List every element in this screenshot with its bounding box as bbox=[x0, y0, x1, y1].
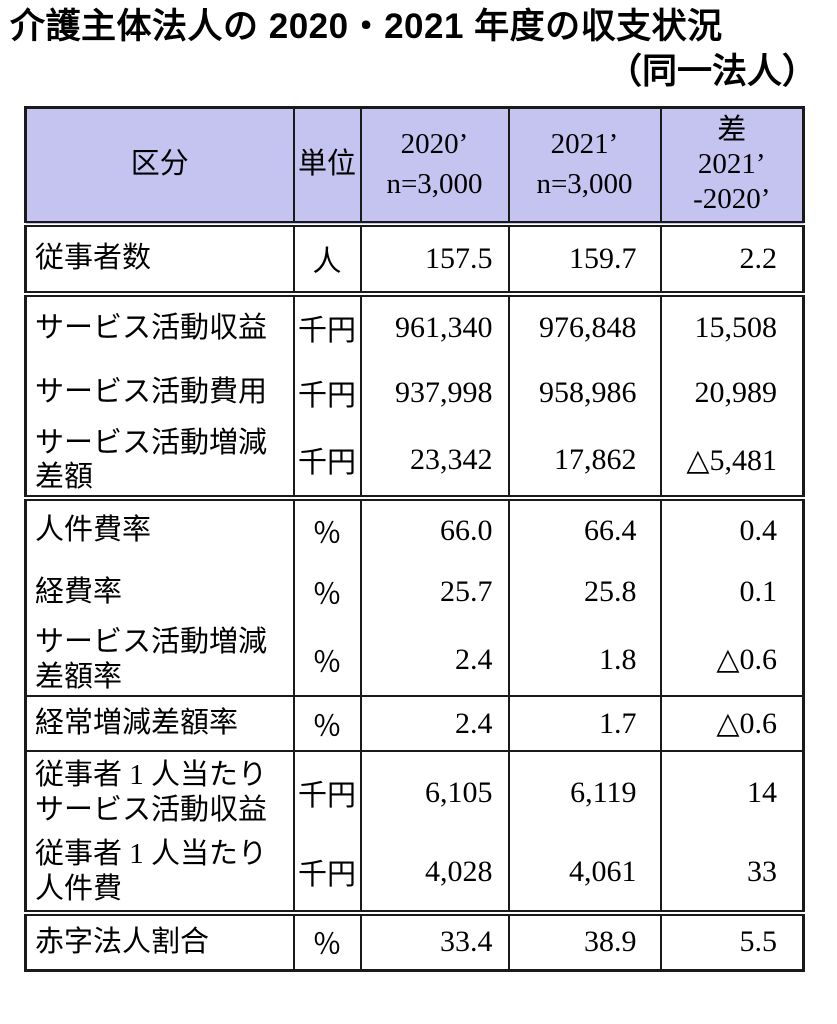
row-label: 従事者 1 人当たり 人件費 bbox=[24, 833, 295, 917]
value-2021: 17,862 bbox=[507, 425, 662, 502]
value-2020: 2.4 bbox=[359, 624, 510, 698]
value-2020: 66.0 bbox=[359, 498, 510, 561]
table-row: 従事者 1 人当たり 人件費 千円 4,028 4,061 33 bbox=[24, 833, 805, 917]
column-header-category: 区分 bbox=[24, 107, 295, 227]
table-row: サービス活動収益 千円 961,340 976,848 15,508 bbox=[24, 293, 805, 360]
value-2020: 25.7 bbox=[359, 560, 510, 625]
column-header-diff: 差 2021’ -2020’ bbox=[659, 107, 805, 227]
value-diff: 5.5 bbox=[659, 913, 805, 971]
value-diff: 0.4 bbox=[659, 498, 805, 561]
value-2021: 958,986 bbox=[507, 359, 662, 426]
row-unit: ％ bbox=[292, 624, 362, 698]
table-row: サービス活動増減 差額率 ％ 2.4 1.8 △0.6 bbox=[24, 624, 805, 698]
value-2021: 6,119 bbox=[507, 751, 662, 834]
value-2020: 961,340 bbox=[359, 293, 510, 360]
row-unit: 千円 bbox=[292, 425, 362, 502]
value-diff: 14 bbox=[659, 751, 805, 834]
value-2021: 976,848 bbox=[507, 293, 662, 360]
row-unit: ％ bbox=[292, 498, 362, 561]
table-row: サービス活動増減 差額 千円 23,342 17,862 △5,481 bbox=[24, 425, 805, 502]
value-diff: △0.6 bbox=[659, 624, 805, 698]
row-unit: 千円 bbox=[292, 293, 362, 360]
value-2020: 4,028 bbox=[359, 833, 510, 917]
table-row: 従事者数 人 157.5 159.7 2.2 bbox=[24, 223, 805, 297]
row-label: サービス活動増減 差額率 bbox=[24, 624, 295, 698]
row-label: サービス活動収益 bbox=[24, 293, 295, 360]
row-unit: ％ bbox=[292, 696, 362, 753]
row-unit: ％ bbox=[292, 560, 362, 625]
value-diff: 2.2 bbox=[659, 223, 805, 297]
page-title: 介護主体法人の 2020・2021 年度の収支状況 （同一法人） bbox=[0, 0, 837, 93]
row-label: 経費率 bbox=[24, 560, 295, 625]
table-row: 従事者 1 人当たり サービス活動収益 千円 6,105 6,119 14 bbox=[24, 751, 805, 834]
table-row: サービス活動費用 千円 937,998 958,986 20,989 bbox=[24, 359, 805, 426]
value-2021: 4,061 bbox=[507, 833, 662, 917]
value-2020: 6,105 bbox=[359, 751, 510, 834]
page-title-line2: （同一法人） bbox=[606, 52, 817, 92]
header-row: 区分 単位 2020’ n=3,000 2021’ n=3,000 差 2021… bbox=[24, 107, 805, 227]
value-2020: 23,342 bbox=[359, 425, 510, 502]
value-diff: 0.1 bbox=[659, 560, 805, 625]
value-diff: △5,481 bbox=[659, 425, 805, 502]
row-label: サービス活動費用 bbox=[24, 359, 295, 426]
value-diff: 20,989 bbox=[659, 359, 805, 426]
row-unit: 人 bbox=[292, 223, 362, 297]
value-2021: 1.8 bbox=[507, 624, 662, 698]
value-2021: 1.7 bbox=[507, 696, 662, 753]
table-row: 人件費率 ％ 66.0 66.4 0.4 bbox=[24, 498, 805, 561]
table-row: 経常増減差額率 ％ 2.4 1.7 △0.6 bbox=[24, 696, 805, 753]
value-2021: 159.7 bbox=[507, 223, 662, 297]
row-label: 人件費率 bbox=[24, 498, 295, 561]
row-label: 従事者 1 人当たり サービス活動収益 bbox=[24, 751, 295, 834]
row-unit: 千円 bbox=[292, 751, 362, 834]
value-diff: 33 bbox=[659, 833, 805, 917]
column-header-2020: 2020’ n=3,000 bbox=[359, 107, 510, 227]
table-row: 経費率 ％ 25.7 25.8 0.1 bbox=[24, 560, 805, 625]
value-diff: △0.6 bbox=[659, 696, 805, 753]
row-label: 経常増減差額率 bbox=[24, 696, 295, 753]
row-unit: 千円 bbox=[292, 833, 362, 917]
value-2020: 33.4 bbox=[359, 913, 510, 971]
page-title-line1: 介護主体法人の 2020・2021 年度の収支状況 bbox=[10, 7, 723, 46]
table-row: 赤字法人割合 ％ 33.4 38.9 5.5 bbox=[24, 913, 805, 971]
value-2021: 66.4 bbox=[507, 498, 662, 561]
row-unit: ％ bbox=[292, 913, 362, 971]
value-2020: 937,998 bbox=[359, 359, 510, 426]
value-2021: 25.8 bbox=[507, 560, 662, 625]
row-label: サービス活動増減 差額 bbox=[24, 425, 295, 502]
report-table: 区分 単位 2020’ n=3,000 2021’ n=3,000 差 2021… bbox=[24, 105, 805, 972]
value-2021: 38.9 bbox=[507, 913, 662, 971]
column-header-unit: 単位 bbox=[292, 107, 362, 227]
row-unit: 千円 bbox=[292, 359, 362, 426]
row-label: 赤字法人割合 bbox=[24, 913, 295, 971]
value-2020: 157.5 bbox=[359, 223, 510, 297]
value-2020: 2.4 bbox=[359, 696, 510, 753]
column-header-2021: 2021’ n=3,000 bbox=[507, 107, 662, 227]
row-label: 従事者数 bbox=[24, 223, 295, 297]
value-diff: 15,508 bbox=[659, 293, 805, 360]
